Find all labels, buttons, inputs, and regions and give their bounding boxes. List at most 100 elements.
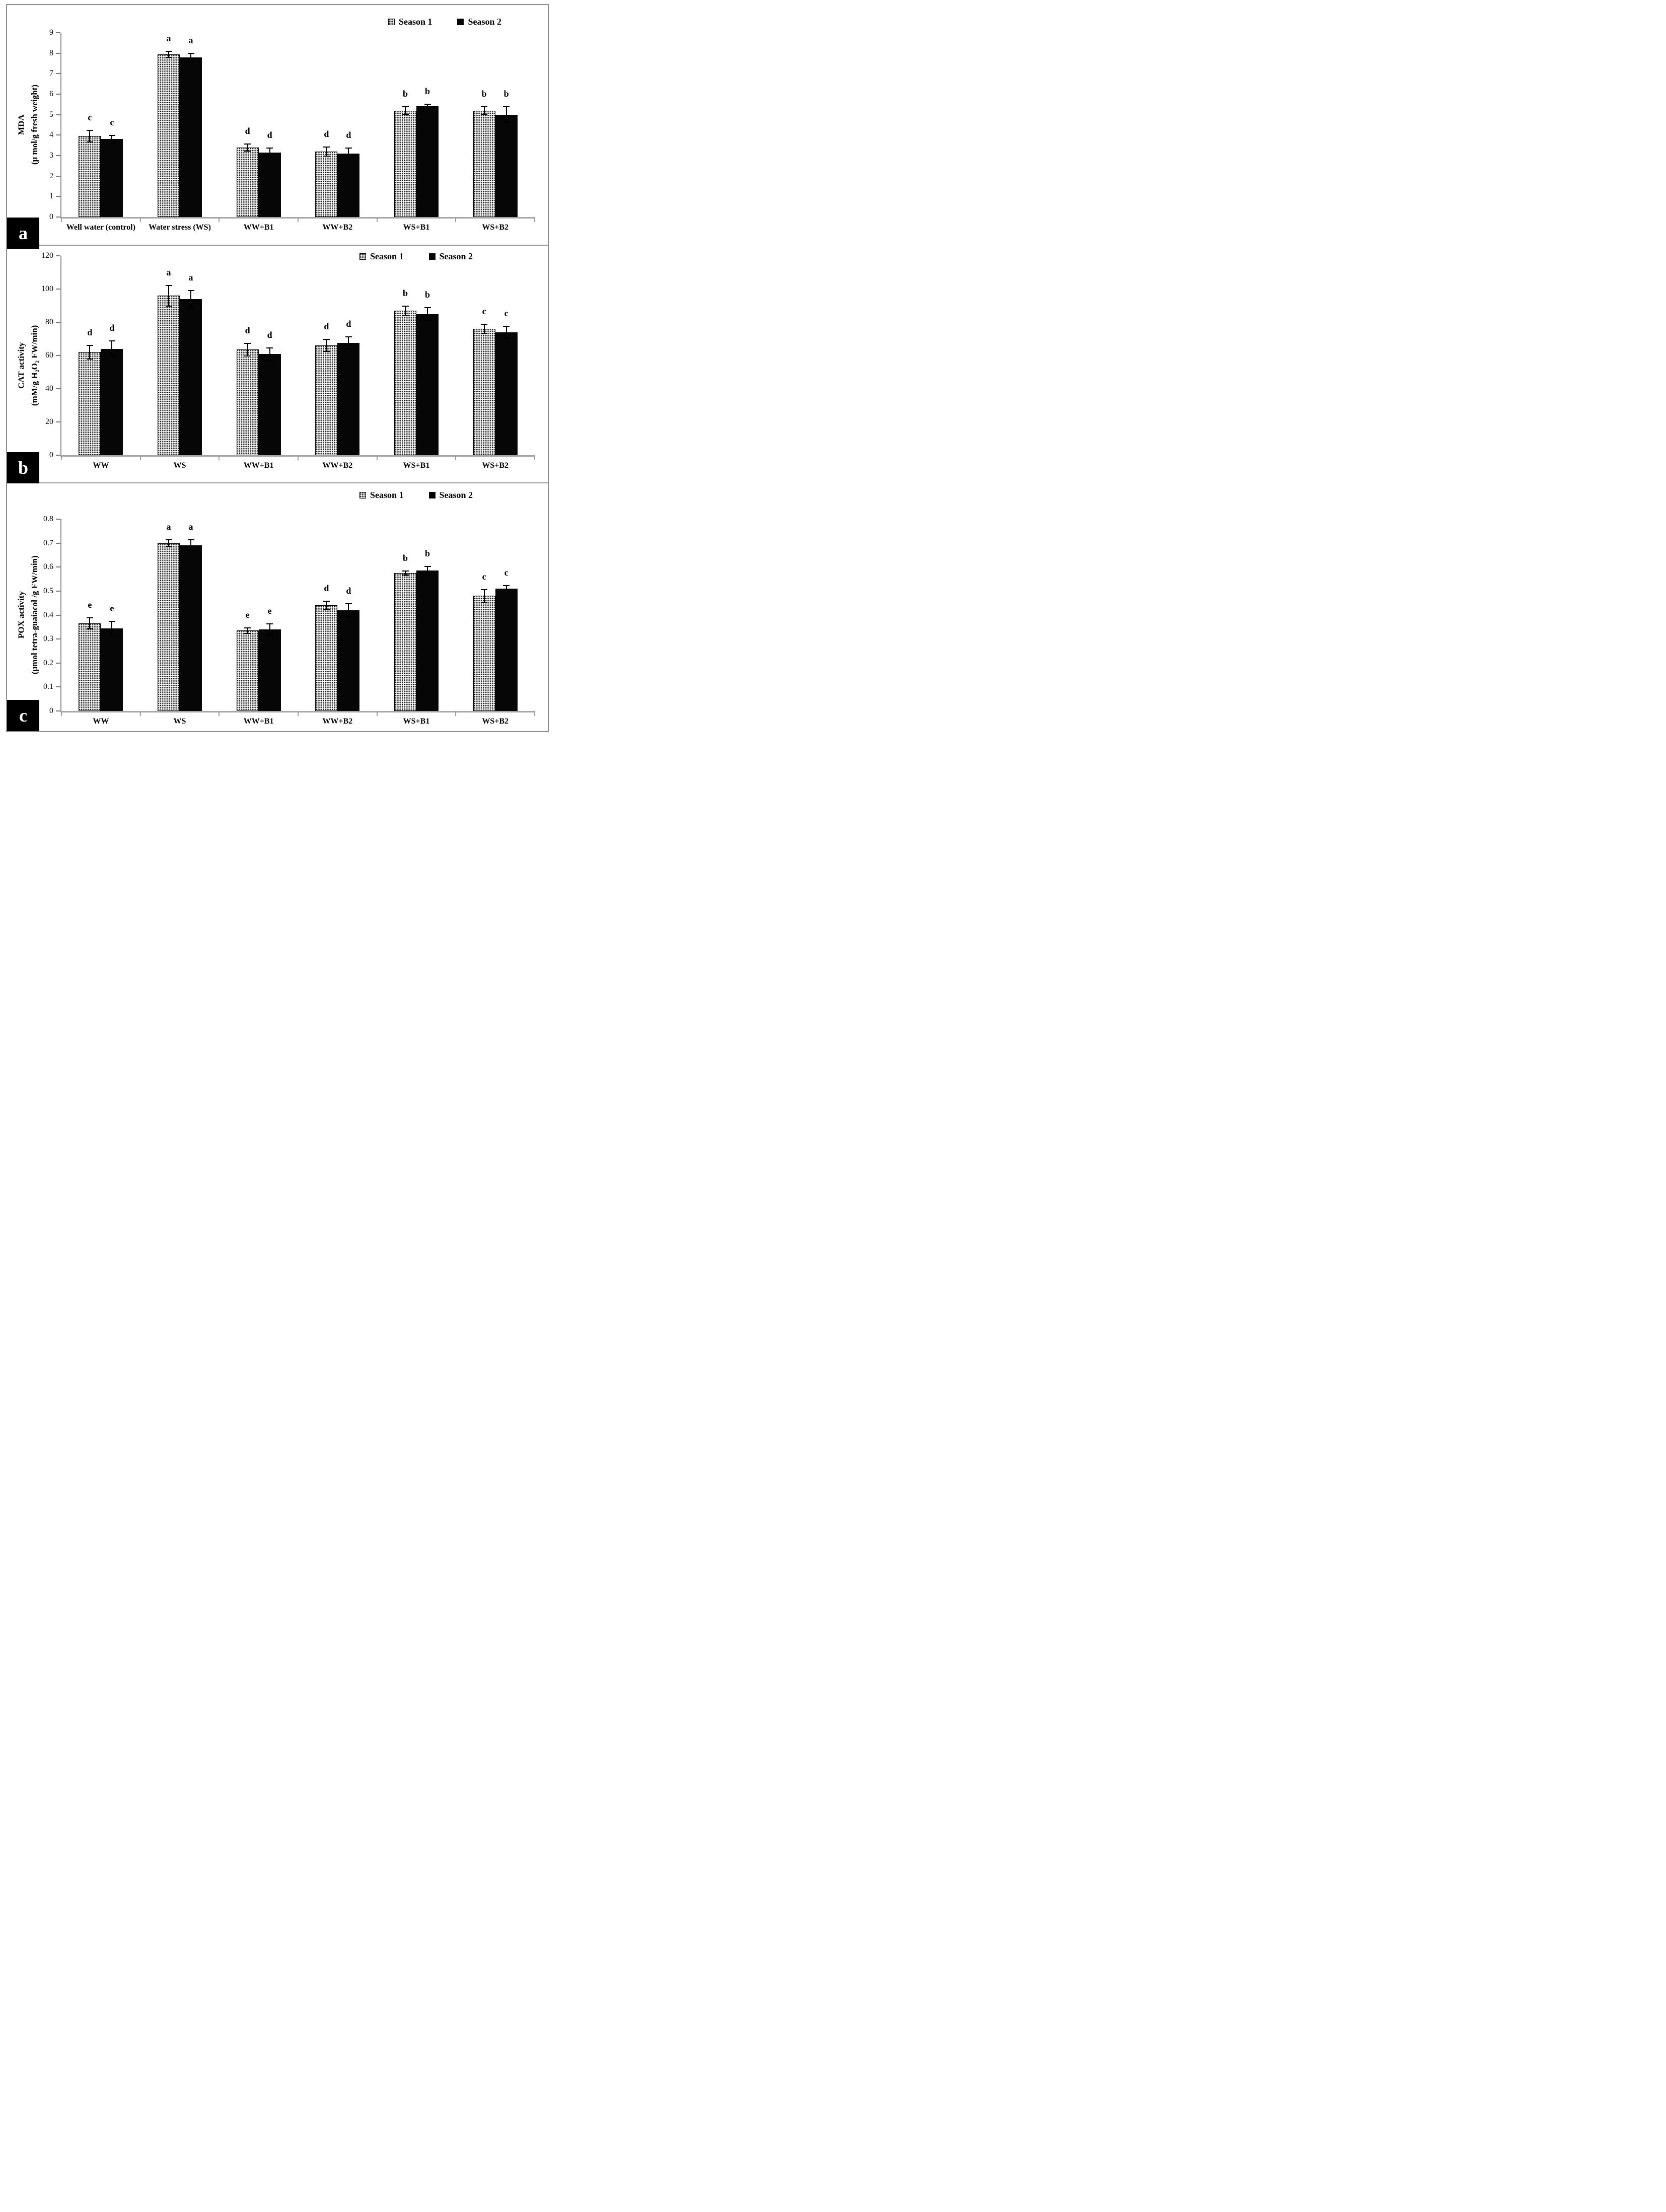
bar-season2 (495, 332, 518, 455)
error-bar-line (247, 627, 248, 634)
x-axis-tick (61, 455, 62, 460)
error-bar-cap-top (187, 52, 194, 54)
bar-season2 (258, 152, 281, 217)
bar-season1 (158, 543, 180, 711)
y-axis-tick (56, 542, 60, 544)
error-bar-cap-top (266, 147, 273, 149)
bar-season2 (180, 57, 202, 217)
category-label: WW+B2 (322, 461, 353, 470)
y-axis-tick (56, 566, 60, 568)
error-bar-line (326, 146, 327, 157)
y-axis-title-pox: POX activity (μmol tetra-guaiacol /g FW/… (16, 555, 39, 674)
error-bar-cap-bottom (323, 351, 330, 352)
error-bar-line (190, 290, 191, 308)
significance-letter: d (87, 327, 93, 337)
y-axis-line (60, 256, 61, 457)
error-bar-cap-bottom (424, 108, 431, 109)
error-bar-cap-bottom (323, 609, 330, 610)
y-axis-tick (56, 686, 60, 688)
error-bar-cap-top (345, 336, 352, 338)
panel-b-cat: Season 1 Season 2 CAT activity (mM/g H₂O… (7, 246, 548, 483)
y-axis-tick (56, 114, 60, 115)
category-label: WW (93, 717, 109, 726)
panel-tag-c: c (7, 700, 39, 731)
figure-antioxidant-panels: Season 1 Season 2 MDA (μ mol/g fresh wei… (0, 0, 555, 737)
season2-legend-label: Season 2 (439, 251, 473, 261)
error-bar-cap-top (481, 589, 488, 591)
error-bar-line (190, 539, 191, 552)
error-bar-line (427, 565, 428, 576)
error-bar-line (483, 589, 485, 603)
error-bar-cap-top (108, 135, 115, 136)
bar-season2 (495, 589, 518, 711)
x-axis-tick (455, 455, 457, 460)
significance-letter: d (346, 319, 351, 329)
category-label: WS+B1 (403, 223, 430, 232)
bar-season2 (180, 545, 202, 711)
significance-letter: d (245, 325, 250, 335)
error-bar-line (168, 284, 169, 307)
error-bar-cap-bottom (345, 159, 352, 160)
season2-swatch-icon (428, 253, 436, 260)
error-bar-cap-bottom (481, 113, 488, 115)
panel-c-pox: Season 1 Season 2 POX activity (μmol tet… (7, 483, 548, 731)
error-bar-cap-top (187, 290, 194, 291)
error-bar-cap-bottom (244, 355, 251, 357)
error-bar-cap-bottom (244, 632, 251, 634)
error-bar-cap-bottom (266, 634, 273, 635)
legend: Season 1 Season 2 (359, 252, 473, 261)
significance-letter: b (481, 89, 487, 99)
significance-letter: d (267, 129, 272, 140)
x-axis-tick (534, 455, 535, 460)
bar-season2 (101, 139, 123, 217)
error-bar-cap-top (165, 50, 172, 52)
significance-letter: e (267, 606, 272, 616)
season1-swatch-icon (359, 491, 366, 498)
significance-letter: c (88, 112, 92, 123)
y-axis-tick (56, 217, 60, 218)
bar-season1 (315, 345, 338, 455)
y-axis-tick-label: 0.2 (43, 658, 53, 667)
x-axis-tick (219, 455, 220, 460)
error-bar-cap-top (481, 106, 488, 108)
y-axis-tick-label: 6 (49, 90, 53, 98)
y-axis-tick-label: 0.7 (43, 538, 53, 547)
significance-letter: d (109, 323, 115, 333)
category-label: Well water (control) (66, 223, 135, 232)
significance-letter: c (110, 117, 114, 128)
bar-season2 (101, 628, 123, 711)
x-axis-tick (219, 217, 220, 222)
significance-letter: e (245, 610, 250, 620)
category-label: WS (173, 461, 186, 470)
significance-letter: d (245, 125, 250, 136)
y-axis-tick (56, 710, 60, 711)
y-axis-tick-label: 0 (49, 451, 53, 459)
bar-season2 (495, 114, 518, 217)
y-axis-line (60, 33, 61, 219)
x-axis-tick (534, 217, 535, 222)
y-axis-tick-label: 7 (49, 69, 53, 78)
y-axis-tick (56, 255, 60, 256)
error-bar-cap-top (266, 347, 273, 348)
category-label: WW+B1 (243, 223, 274, 232)
category-label: WW (93, 461, 109, 470)
error-bar-cap-bottom (86, 359, 93, 360)
error-bar-cap-bottom (244, 150, 251, 152)
significance-letter: d (346, 585, 351, 596)
error-bar-cap-top (402, 570, 409, 572)
error-bar-cap-top (503, 325, 510, 327)
error-bar-line (111, 621, 113, 635)
error-bar-cap-bottom (345, 348, 352, 350)
significance-letter: b (503, 89, 509, 99)
error-bar-line (269, 347, 270, 361)
error-bar-cap-bottom (187, 60, 194, 62)
error-bar-line (505, 106, 507, 123)
error-bar-line (111, 135, 113, 144)
error-bar-cap-bottom (108, 634, 115, 635)
error-bar-line (427, 307, 428, 321)
significance-letter: c (482, 572, 486, 582)
error-bar-line (269, 147, 270, 158)
significance-letter: b (424, 86, 430, 97)
y-axis-tick-label: 0.6 (43, 562, 53, 572)
error-bar-line (483, 324, 485, 334)
